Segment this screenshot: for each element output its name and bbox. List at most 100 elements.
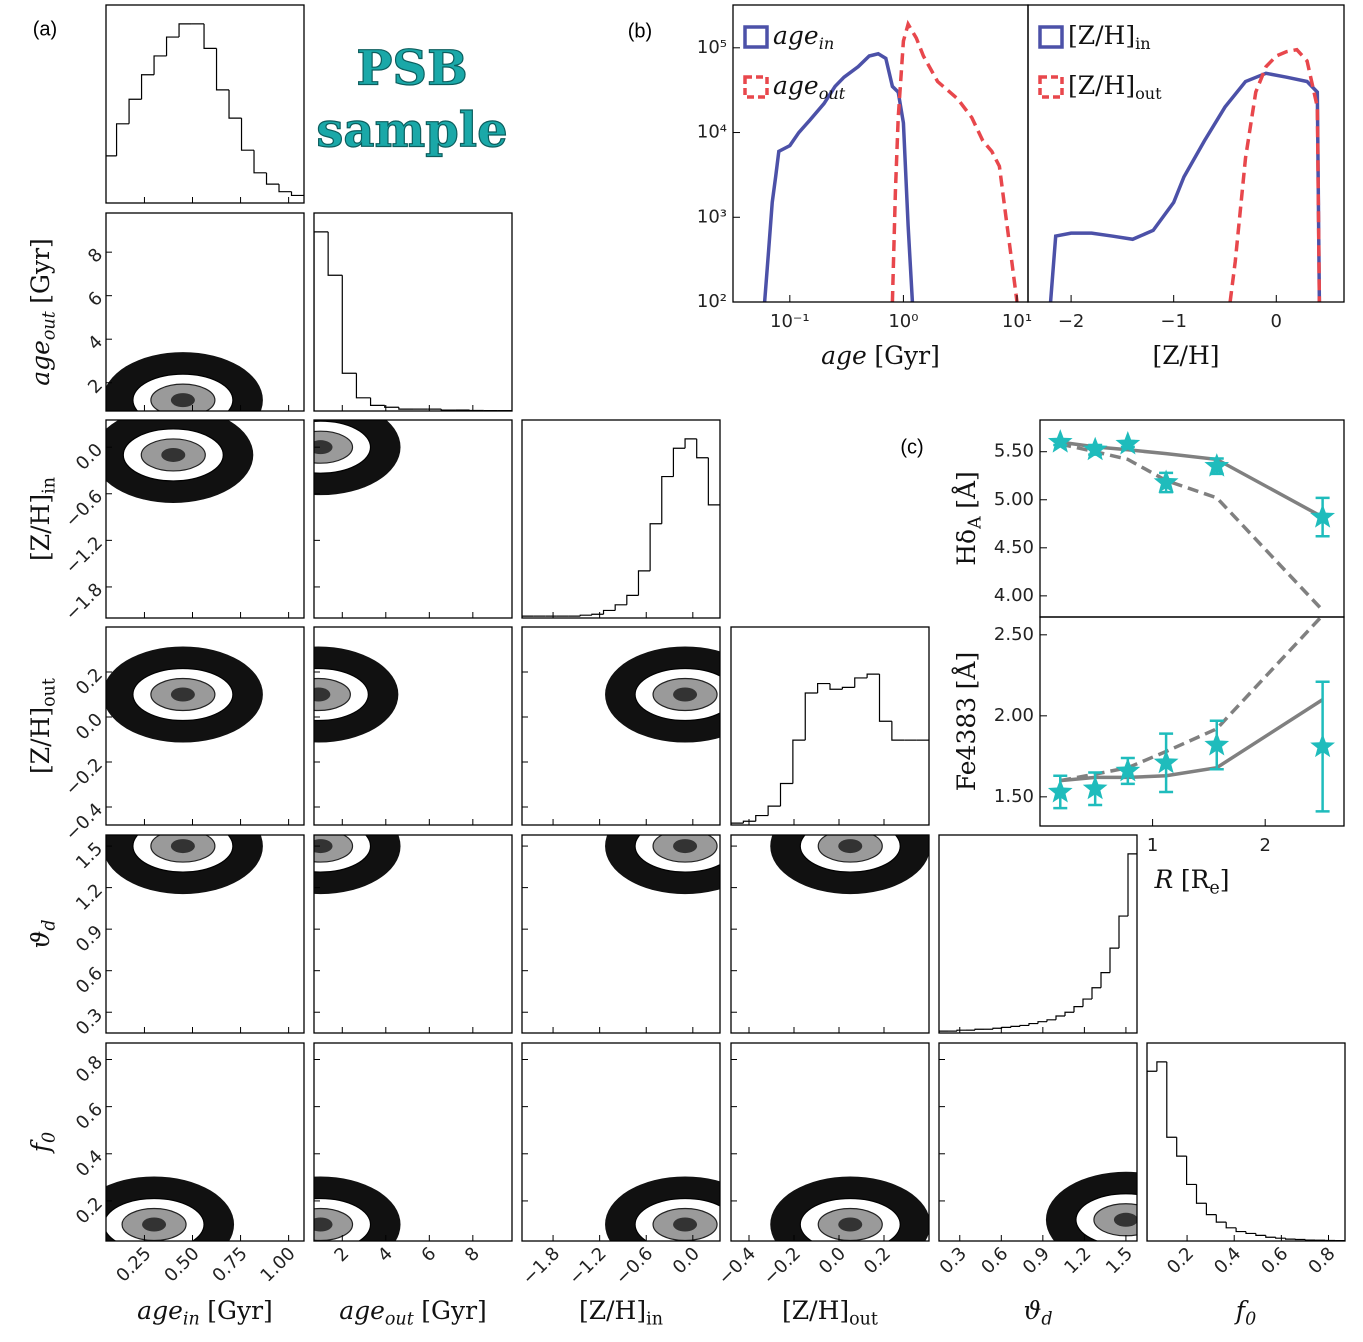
panel-frame — [521, 834, 721, 1034]
label-subscript: d — [1041, 1309, 1052, 1329]
histogram-bin — [696, 438, 709, 459]
axis-label: age [Gyr] — [821, 341, 940, 370]
x-tick-label: 0.25 — [112, 1243, 155, 1286]
panel-frame — [730, 834, 930, 1034]
histogram-bin — [140, 74, 155, 100]
label-main: [Z/H] — [1068, 71, 1135, 100]
plot-area — [106, 420, 254, 503]
histogram-bin — [579, 614, 592, 617]
panel-frame — [313, 626, 513, 826]
histogram-bin — [1046, 1019, 1056, 1022]
plot-area — [106, 646, 263, 743]
histogram-bin — [1037, 1021, 1047, 1024]
label-subscript: in — [183, 1309, 200, 1329]
panel-frame — [1039, 616, 1345, 827]
histogram-bin — [1073, 1006, 1083, 1013]
label-subscript: out — [39, 310, 59, 340]
x-tick-label: 6 — [417, 1243, 440, 1266]
x-tick-label: 0.6 — [1257, 1243, 1292, 1278]
label-main: age — [137, 1296, 183, 1325]
label-main: [Z/H] — [1068, 21, 1135, 50]
data-line — [890, 19, 1019, 302]
density-contour — [314, 1217, 333, 1232]
histogram-bin — [1205, 1203, 1217, 1216]
legend-label: [Z/H]out — [1068, 71, 1162, 103]
legend-swatch — [743, 75, 769, 99]
label-subscript: d — [39, 919, 59, 930]
density-contour — [673, 1217, 698, 1232]
histogram-bin — [1064, 1011, 1074, 1017]
x-tick-label: −1.2 — [565, 1243, 611, 1289]
y-tick-label: 0.6 — [72, 1099, 107, 1134]
histogram-bin — [1019, 1024, 1029, 1027]
y-tick-label: 10³ — [697, 206, 727, 227]
histogram-bin — [1176, 1137, 1187, 1157]
x-tick-label: 1 — [1147, 835, 1158, 856]
histogram-bin — [672, 447, 686, 477]
x-tick-label: 0.6 — [977, 1243, 1012, 1278]
x-tick-label: 0 — [1271, 311, 1282, 332]
data-line — [1059, 617, 1324, 783]
histogram-bin — [742, 820, 756, 824]
plot-area — [314, 420, 401, 496]
y-tick-label: 1.2 — [72, 880, 107, 915]
histogram-bin — [1147, 1070, 1157, 1241]
axis-label: f0 — [26, 1132, 60, 1154]
density-contour — [673, 687, 698, 702]
axis-label: ageout [Gyr] — [339, 1296, 487, 1330]
histogram-bin — [153, 55, 167, 75]
x-tick-label: 0.4 — [1210, 1243, 1245, 1278]
legend-label: [Z/H]in — [1068, 21, 1151, 53]
y-tick-label: 1.50 — [994, 786, 1034, 807]
panel-frame — [730, 1042, 930, 1242]
y-tick-label: 0.8 — [72, 1052, 107, 1087]
plot-area — [762, 19, 1019, 302]
histogram-bin — [369, 397, 385, 406]
plot-area — [314, 1176, 401, 1241]
histogram-bin — [355, 373, 371, 399]
star-marker — [1047, 429, 1073, 453]
axis-label: R [Re] — [1153, 865, 1229, 899]
label-main: [Z/H] — [579, 1296, 646, 1325]
star-marker — [1204, 732, 1230, 756]
histogram-bin — [1156, 1061, 1167, 1072]
histogram-bin — [115, 123, 130, 156]
x-tick-label: 1.5 — [1102, 1243, 1137, 1278]
histogram-bin — [804, 692, 818, 741]
histogram-bin — [1235, 1227, 1246, 1233]
axis-label: Fe4383 [Å] — [951, 652, 981, 791]
y-tick-label: 4.50 — [994, 537, 1034, 558]
histogram-bin — [278, 184, 292, 193]
x-tick-label: 2 — [330, 1243, 353, 1266]
x-tick-label: 2 — [1259, 835, 1270, 856]
histogram-bin — [1225, 1222, 1237, 1229]
plot-area — [106, 23, 304, 197]
label-subscript: out — [849, 1309, 878, 1329]
panel-frame — [105, 1042, 305, 1242]
label-main: [Z/H] — [26, 707, 55, 774]
density-contour — [170, 687, 195, 702]
y-tick-label: 2 — [84, 375, 107, 398]
panel-label: (b) — [628, 20, 652, 42]
histogram-bin — [1304, 1239, 1316, 1241]
x-tick-label: −0.2 — [759, 1243, 805, 1289]
histogram-bin — [939, 1030, 948, 1033]
legend-swatch — [1038, 75, 1064, 99]
axis-label: ageout [Gyr] — [26, 238, 60, 386]
plot-area — [1047, 429, 1335, 612]
histogram-bin — [384, 405, 399, 408]
x-tick-label: 10⁰ — [888, 311, 918, 332]
y-tick-label: 5.00 — [994, 489, 1034, 510]
x-tick-label: 1.2 — [1060, 1243, 1095, 1278]
plot-area — [1048, 47, 1322, 302]
panel-frame — [313, 419, 513, 619]
label-unit: [Å] — [951, 652, 981, 690]
histogram-bin — [792, 739, 806, 784]
density-contour — [673, 839, 698, 854]
x-tick-label: 10¹ — [1002, 311, 1032, 332]
y-tick-label: 0.4 — [72, 1146, 107, 1181]
panel-frame — [313, 1042, 513, 1242]
y-tick-label: 6 — [84, 288, 107, 311]
panel-frame — [1146, 1042, 1346, 1242]
x-tick-label: 0.2 — [860, 1243, 895, 1278]
